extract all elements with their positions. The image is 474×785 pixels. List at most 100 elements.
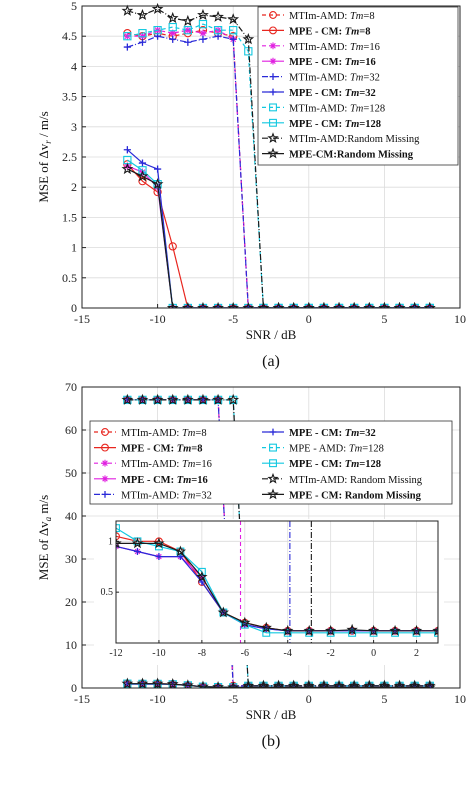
series-line <box>116 527 438 634</box>
inset-x-tick-label: 0 <box>371 648 376 659</box>
data-point <box>242 301 255 308</box>
y-tick-label: 0.5 <box>62 271 77 285</box>
legend-entry: MTIm-AMD:Random Missing <box>289 134 420 145</box>
inset-series-4 <box>116 537 438 636</box>
legend-marker <box>269 103 277 112</box>
data-point <box>199 29 207 37</box>
data-point <box>212 680 224 688</box>
data-point <box>348 301 361 308</box>
legend-marker <box>267 472 279 484</box>
data-point <box>257 301 270 308</box>
data-point <box>123 32 131 40</box>
data-point <box>168 242 177 251</box>
data-point <box>244 304 252 308</box>
data-point <box>346 623 358 635</box>
data-point <box>168 22 177 32</box>
data-point <box>287 681 300 688</box>
data-point <box>272 301 285 308</box>
data-point <box>227 301 240 308</box>
x-tick-label: -5 <box>228 312 238 326</box>
y-axis-label: MSE of Δva m/s <box>36 495 53 580</box>
data-point <box>395 304 404 308</box>
x-tick-label: 0 <box>306 692 312 706</box>
data-point <box>378 301 391 308</box>
data-point <box>121 677 134 688</box>
legend-marker <box>101 443 109 452</box>
y-tick-label: 1.5 <box>62 210 77 224</box>
inset-x-tick-label: -10 <box>152 648 165 659</box>
data-point <box>138 29 147 38</box>
y-tick-label: 3 <box>71 120 77 134</box>
y-tick-label: 1 <box>71 241 77 255</box>
data-point <box>389 624 401 636</box>
data-point <box>166 11 179 24</box>
data-point <box>153 537 165 549</box>
data-point <box>272 681 285 688</box>
legend-marker <box>101 459 109 467</box>
data-point <box>151 393 164 405</box>
y-tick-label: 5 <box>71 0 77 13</box>
data-point <box>197 301 209 308</box>
y-tick-label: 50 <box>65 466 77 480</box>
data-point <box>116 537 122 549</box>
inset-x-tick-label: -8 <box>198 648 206 659</box>
x-tick-label: 10 <box>454 312 466 326</box>
data-point <box>174 545 187 557</box>
x-axis-label: SNR / dB <box>246 707 297 722</box>
data-point <box>411 304 419 308</box>
data-point <box>302 681 315 688</box>
data-point <box>123 43 131 51</box>
data-point <box>393 301 406 308</box>
legend-entry: MTIm-AMD: Random Missing <box>289 475 423 486</box>
x-tick-label: -15 <box>74 692 90 706</box>
data-point <box>197 567 206 576</box>
legend-entry: MTIm-AMD: Tm=8 <box>289 11 375 22</box>
data-point <box>227 393 240 405</box>
data-point <box>197 393 209 405</box>
series-line <box>127 23 430 308</box>
data-point <box>199 304 207 308</box>
data-point <box>184 26 192 34</box>
data-point <box>287 301 300 308</box>
y-tick-label: 4.5 <box>62 29 77 43</box>
y-tick-label: 0 <box>71 301 77 315</box>
data-point <box>324 624 337 636</box>
data-point <box>138 177 147 186</box>
data-point <box>136 8 149 21</box>
legend-entry: MTIm-AMD: Tm=32 <box>289 73 380 84</box>
legend-marker <box>269 11 277 19</box>
data-point <box>335 304 343 308</box>
data-point <box>181 14 194 27</box>
data-point <box>348 681 361 688</box>
legend-entry: MPE - CM: Tm=8 <box>121 444 203 455</box>
x-tick-label: 5 <box>381 692 387 706</box>
x-tick-label: -10 <box>150 692 166 706</box>
series-line <box>126 163 430 308</box>
data-point <box>181 301 194 308</box>
data-point <box>318 681 330 688</box>
inset-x-tick-label: -12 <box>109 648 122 659</box>
data-point <box>184 304 192 308</box>
data-point <box>166 677 179 688</box>
series-line <box>116 542 438 632</box>
data-point <box>229 26 238 35</box>
data-point <box>198 19 208 29</box>
series-line <box>127 35 430 308</box>
data-point <box>184 38 192 46</box>
y-tick-label: 0 <box>71 681 77 695</box>
data-point <box>181 393 194 405</box>
series-line <box>127 29 430 308</box>
legend-entry: MPE - CM: Random Missing <box>289 490 422 501</box>
data-point <box>123 162 131 170</box>
series-9 <box>121 162 436 308</box>
x-tick-label: -5 <box>228 692 238 706</box>
x-tick-label: 5 <box>381 312 387 326</box>
legend-marker <box>269 73 277 80</box>
caption: (b) <box>262 733 281 750</box>
data-point <box>350 304 358 308</box>
data-point <box>212 10 224 22</box>
data-point <box>333 681 345 688</box>
data-point <box>138 38 147 46</box>
data-point <box>423 301 436 308</box>
